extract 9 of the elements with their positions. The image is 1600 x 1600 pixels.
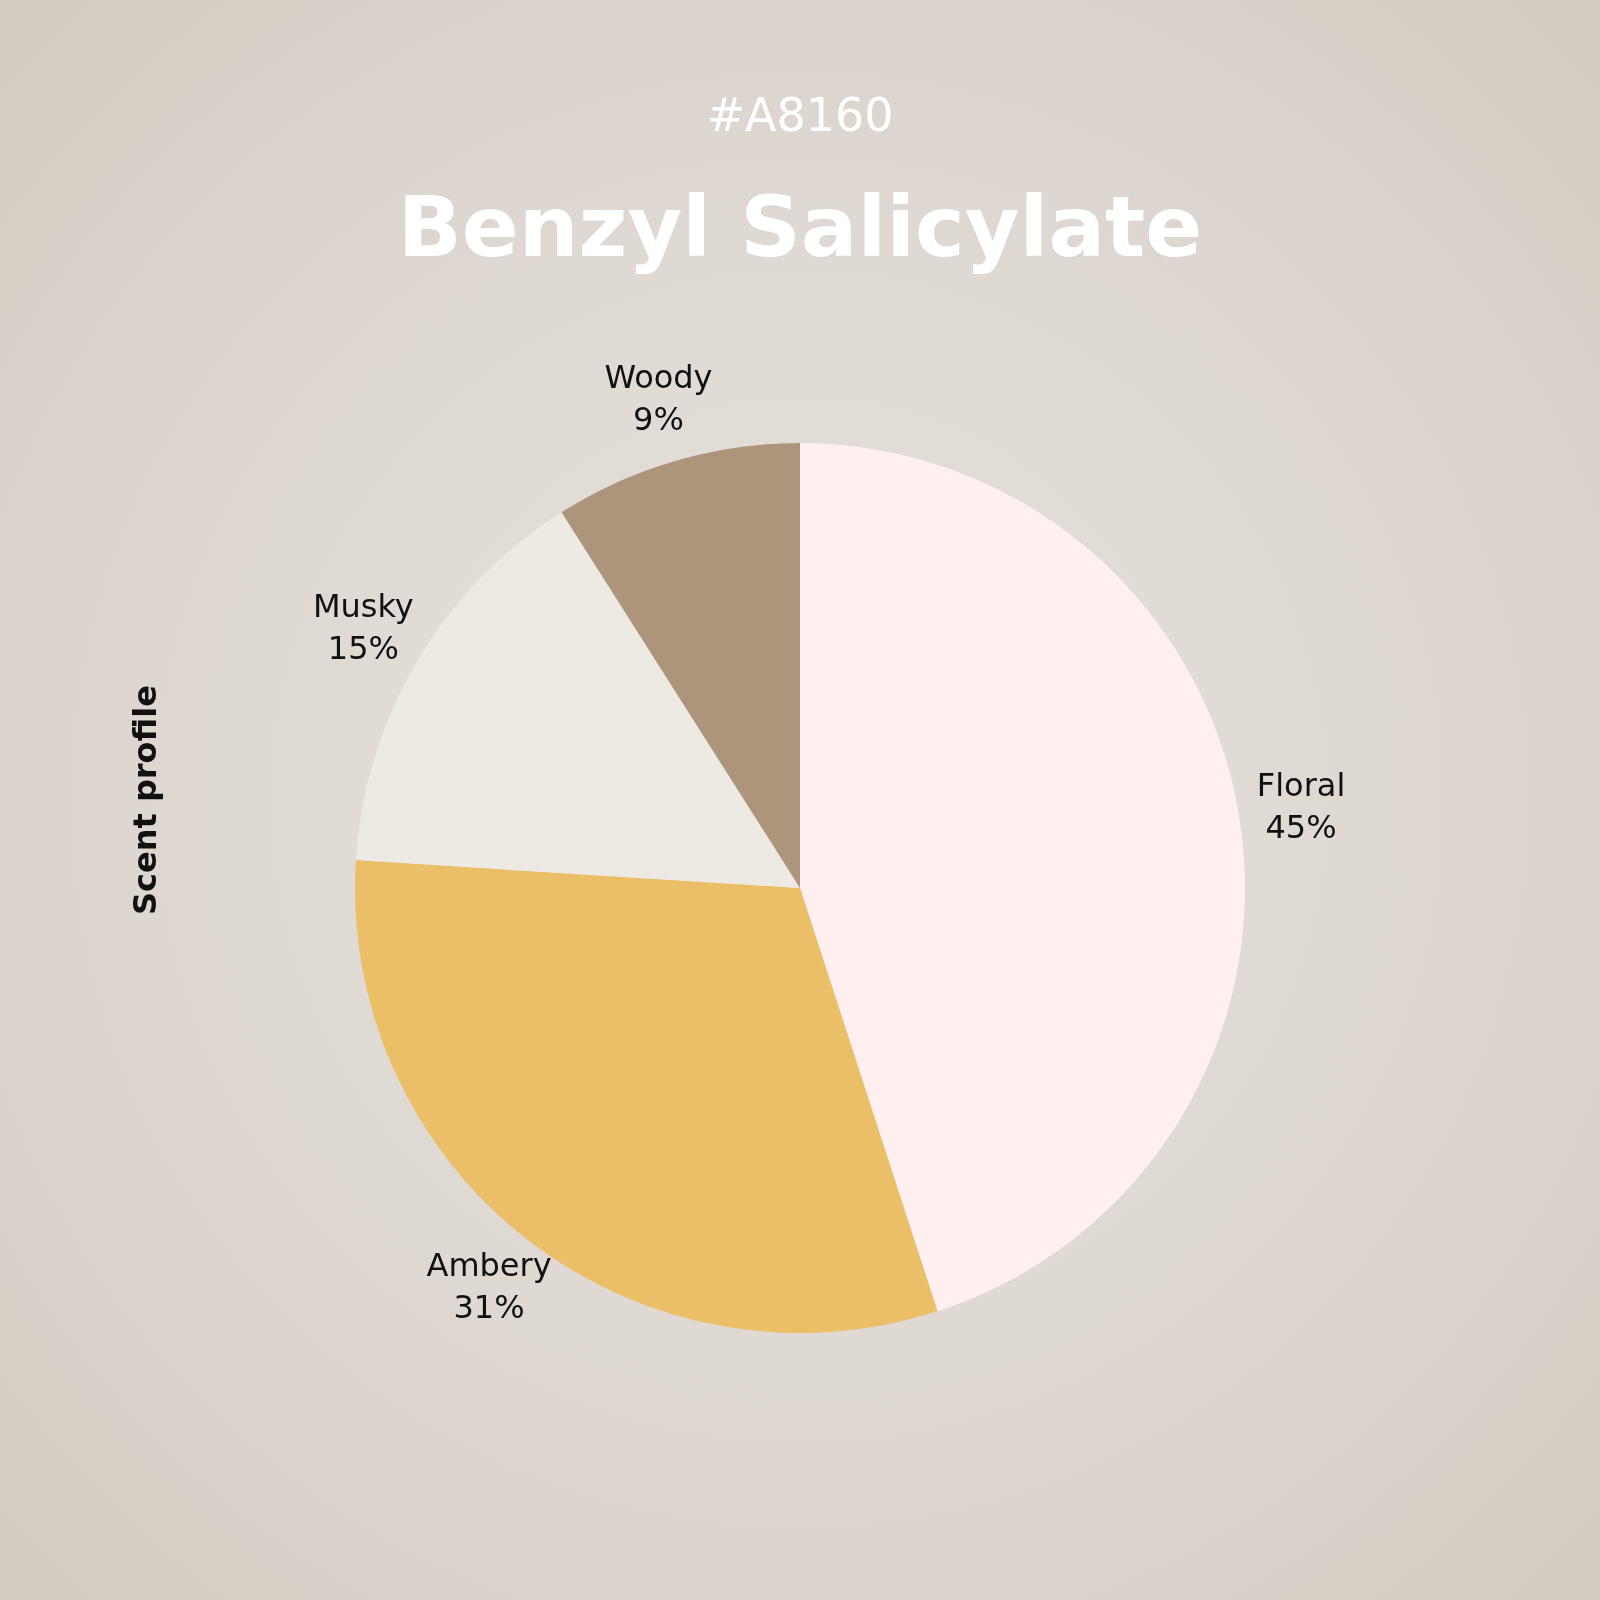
data-label: 15%	[327, 629, 399, 668]
slice-label: Ambery	[426, 1246, 552, 1285]
text: Scent profile	[126, 685, 164, 915]
data-label: 9%	[633, 400, 684, 439]
slice-label: Musky	[312, 587, 414, 626]
slice-label: Woody	[604, 358, 713, 397]
data-label: 31%	[453, 1288, 525, 1327]
data-label: 45%	[1265, 807, 1337, 846]
slice-label: Floral	[1256, 765, 1346, 804]
